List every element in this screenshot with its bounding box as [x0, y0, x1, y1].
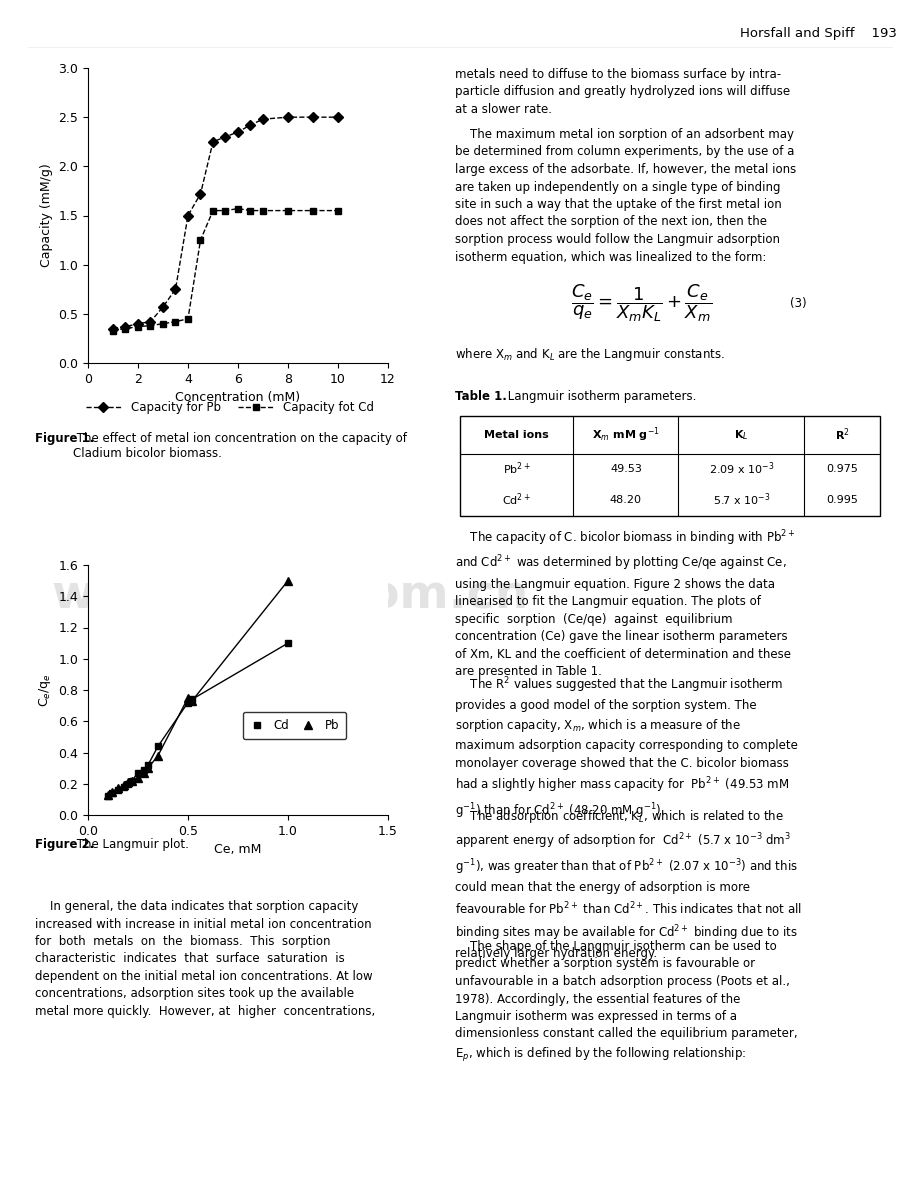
Y-axis label: C$_e$/q$_e$: C$_e$/q$_e$ [37, 673, 52, 707]
Text: The shape of the Langmuir isotherm can be used to
predict whether a sorption sys: The shape of the Langmuir isotherm can b… [455, 940, 797, 1064]
Text: Metal ions: Metal ions [483, 430, 549, 439]
Text: metals need to diffuse to the biomass surface by intra-
particle diffusion and g: metals need to diffuse to the biomass su… [455, 68, 789, 116]
Text: Cd$^{2+}$: Cd$^{2+}$ [502, 492, 530, 509]
Text: In general, the data indicates that sorption capacity
increased with increase in: In general, the data indicates that sorp… [35, 900, 375, 1018]
Text: 0.975: 0.975 [825, 464, 857, 474]
Text: K$_L$: K$_L$ [733, 428, 748, 442]
Text: The adsorption coefficient, K$_L$, which is related to the
apparent energy of ad: The adsorption coefficient, K$_L$, which… [455, 807, 801, 960]
Text: 5.7 x 10$^{-3}$: 5.7 x 10$^{-3}$ [712, 492, 769, 509]
Text: X$_m$ mM g$^{-1}$: X$_m$ mM g$^{-1}$ [591, 425, 659, 444]
Text: $\dfrac{C_e}{q_e} = \dfrac{1}{X_m K_L} + \dfrac{C_e}{X_m}$: $\dfrac{C_e}{q_e} = \dfrac{1}{X_m K_L} +… [571, 282, 711, 324]
Text: R$^2$: R$^2$ [834, 426, 848, 443]
Text: where X$_m$ and K$_L$ are the Langmuir constants.: where X$_m$ and K$_L$ are the Langmuir c… [455, 347, 724, 363]
Text: The R$^2$ values suggested that the Langmuir isotherm
provides a good model of t: The R$^2$ values suggested that the Lang… [455, 675, 797, 822]
Text: Pb$^{2+}$: Pb$^{2+}$ [502, 461, 530, 478]
Text: Langmuir isotherm parameters.: Langmuir isotherm parameters. [504, 389, 696, 403]
Text: 0.995: 0.995 [825, 495, 857, 505]
Text: Horsfall and Spiff    193: Horsfall and Spiff 193 [739, 26, 896, 39]
X-axis label: Ce, mM: Ce, mM [214, 843, 261, 856]
Y-axis label: Capacity (mM/g): Capacity (mM/g) [40, 163, 52, 267]
X-axis label: Concentration (mM): Concentration (mM) [176, 392, 301, 404]
Text: The capacity of C. bicolor biomass in binding with Pb$^{2+}$
and Cd$^{2+}$ was d: The capacity of C. bicolor biomass in bi… [455, 528, 795, 679]
Text: 49.53: 49.53 [609, 464, 641, 474]
Text: Figure 1.: Figure 1. [35, 432, 95, 445]
Text: 2.09 x 10$^{-3}$: 2.09 x 10$^{-3}$ [708, 461, 773, 478]
Text: Table 1.: Table 1. [455, 389, 506, 403]
Text: The Langmuir plot.: The Langmuir plot. [74, 838, 189, 852]
Text: (3): (3) [789, 297, 806, 310]
Text: www.zixin.com.cn: www.zixin.com.cn [51, 573, 528, 618]
Text: 48.20: 48.20 [609, 495, 641, 505]
Legend: Cd, Pb: Cd, Pb [243, 712, 346, 740]
Text: The effect of metal ion concentration on the capacity of
Cladium bicolor biomass: The effect of metal ion concentration on… [74, 432, 406, 460]
Legend: Capacity for Pb, Capacity fot Cd: Capacity for Pb, Capacity fot Cd [85, 401, 374, 414]
Text: The maximum metal ion sorption of an adsorbent may
be determined from column exp: The maximum metal ion sorption of an ads… [455, 127, 795, 263]
Text: Figure 2.: Figure 2. [35, 838, 95, 852]
